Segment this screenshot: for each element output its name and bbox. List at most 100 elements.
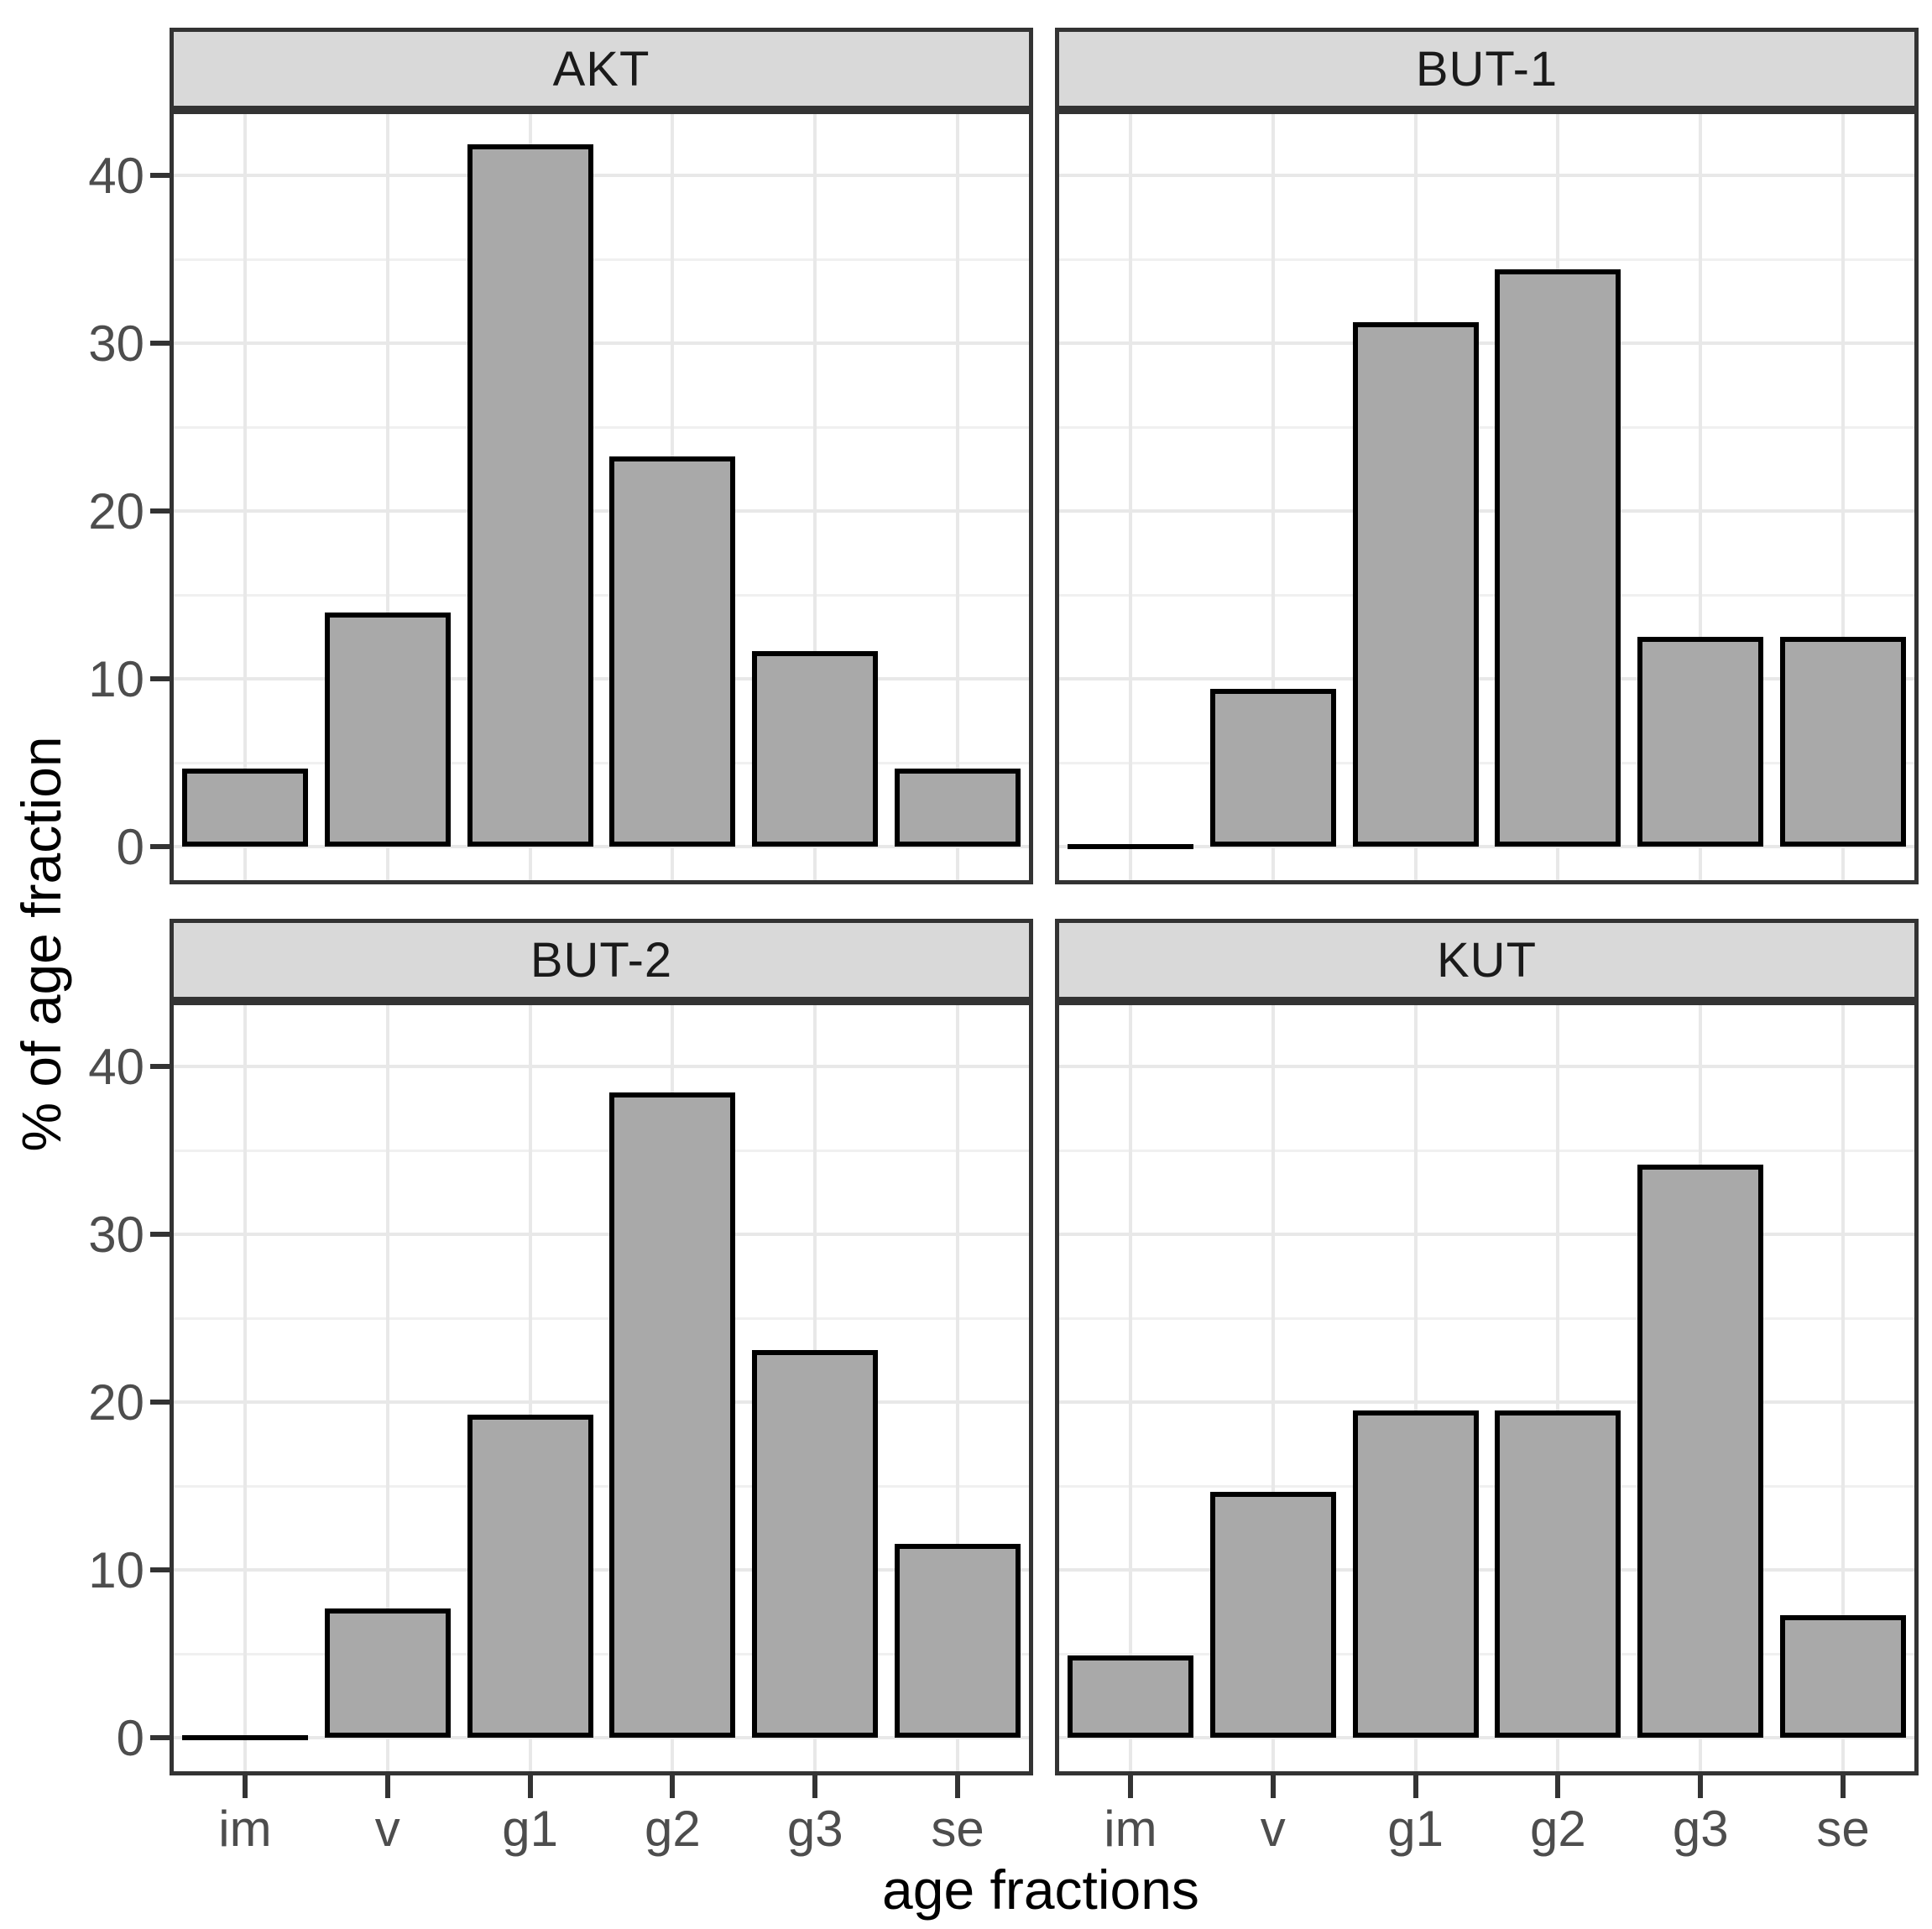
bar-v <box>324 613 451 847</box>
gridline-minor-h <box>174 258 1029 261</box>
bar-g1 <box>467 144 593 847</box>
bar-v <box>1209 1492 1336 1738</box>
gridline-major-v <box>1413 1005 1418 1771</box>
x-tick-label: se <box>1816 1801 1870 1857</box>
facet-strip: AKT <box>170 28 1033 114</box>
y-tick-label: 0 <box>116 819 144 875</box>
bar-v <box>324 1608 451 1738</box>
y-tick-mark <box>150 1232 173 1237</box>
bar-g1 <box>1352 1410 1479 1738</box>
gridline-major-v <box>385 1005 389 1771</box>
x-tick-label: se <box>931 1801 984 1857</box>
gridline-major-h <box>1059 1568 1914 1572</box>
facet-strip: BUT-1 <box>1055 28 1919 114</box>
bar-g2 <box>1495 1410 1621 1738</box>
facet-strip-label: AKT <box>552 41 650 96</box>
gridline-minor-h <box>174 1652 1029 1655</box>
gridline-major-h <box>1059 174 1914 177</box>
gridline-major-v <box>385 114 389 880</box>
x-tick-label: g2 <box>1530 1801 1586 1857</box>
facet-strip: BUT-2 <box>170 919 1033 1005</box>
x-tick-mark <box>1127 1775 1133 1798</box>
gridline-minor-h <box>174 593 1029 597</box>
gridline-major-v <box>1841 1005 1846 1771</box>
gridline-major-h <box>1059 1065 1914 1068</box>
x-tick-mark <box>384 1775 390 1798</box>
x-tick-label: g1 <box>1387 1801 1444 1857</box>
gridline-major-v <box>1271 1005 1275 1771</box>
gridline-minor-h <box>174 1149 1029 1152</box>
facet-strip-label: BUT-2 <box>530 932 673 988</box>
gridline-major-h <box>1059 509 1914 513</box>
gridline-major-v <box>1556 1005 1560 1771</box>
y-tick-mark <box>150 508 173 514</box>
gridline-major-v <box>1841 114 1846 880</box>
gridline-major-v <box>243 114 247 880</box>
y-tick-label: 40 <box>88 148 144 204</box>
bar-se <box>895 1544 1021 1738</box>
gridline-major-v <box>956 114 960 880</box>
gridline-major-v <box>1271 114 1275 880</box>
facet-panel-BUT-2 <box>170 1005 1033 1775</box>
x-tick-label: v <box>374 1801 400 1857</box>
x-tick-label: g3 <box>786 1801 843 1857</box>
gridline-major-v <box>1128 1005 1132 1771</box>
facet-strip: KUT <box>1055 919 1919 1005</box>
gridline-minor-h <box>174 1484 1029 1488</box>
x-axis-title: age fractions <box>882 1859 1199 1921</box>
gridline-major-v <box>1699 114 1703 880</box>
gridline-minor-h <box>1059 258 1914 261</box>
bar-im <box>181 769 308 847</box>
x-tick-mark <box>242 1775 248 1798</box>
bar-im <box>1067 844 1193 849</box>
bar-se <box>1780 637 1907 847</box>
y-axis-title: % of age fraction <box>10 736 72 1152</box>
x-tick-mark <box>1555 1775 1561 1798</box>
facet-strip-label: KUT <box>1437 932 1537 988</box>
x-tick-mark <box>812 1775 818 1798</box>
x-tick-mark <box>1698 1775 1704 1798</box>
bar-v <box>1209 689 1336 847</box>
y-tick-label: 20 <box>88 483 144 540</box>
x-tick-mark <box>1841 1775 1846 1798</box>
gridline-major-h <box>174 509 1029 513</box>
y-tick-label: 10 <box>88 651 144 707</box>
y-tick-label: 0 <box>116 1710 144 1766</box>
y-tick-mark <box>150 1567 173 1572</box>
gridline-major-h <box>174 1568 1029 1572</box>
x-tick-label: g2 <box>645 1801 701 1857</box>
gridline-major-h <box>174 1400 1029 1404</box>
y-tick-label: 20 <box>88 1374 144 1431</box>
x-tick-label: g3 <box>1672 1801 1729 1857</box>
x-tick-label: im <box>1104 1801 1157 1857</box>
x-tick-mark <box>1412 1775 1418 1798</box>
gridline-minor-h <box>174 761 1029 764</box>
gridline-minor-h <box>1059 1652 1914 1655</box>
bar-g2 <box>609 456 736 847</box>
y-tick-label: 10 <box>88 1542 144 1598</box>
gridline-major-h <box>174 1233 1029 1236</box>
gridline-major-h <box>174 845 1029 848</box>
y-tick-mark <box>150 1064 173 1069</box>
gridline-major-h <box>1059 1736 1914 1739</box>
bar-im <box>1067 1655 1193 1738</box>
gridline-major-v <box>1128 114 1132 880</box>
gridline-major-h <box>174 1065 1029 1068</box>
bar-g3 <box>752 651 879 847</box>
y-tick-mark <box>150 1735 173 1740</box>
gridline-major-h <box>1059 1400 1914 1404</box>
gridline-major-h <box>174 341 1029 345</box>
bar-se <box>895 769 1021 847</box>
y-tick-label: 30 <box>88 1207 144 1263</box>
bar-se <box>1780 1615 1907 1738</box>
gridline-major-h <box>1059 1233 1914 1236</box>
facet-panel-AKT <box>170 114 1033 884</box>
y-tick-mark <box>150 1400 173 1405</box>
y-tick-label: 30 <box>88 315 144 372</box>
x-tick-label: im <box>218 1801 272 1857</box>
y-tick-mark <box>150 676 173 681</box>
gridline-major-v <box>956 1005 960 1771</box>
bar-g2 <box>1495 269 1621 847</box>
y-tick-mark <box>150 173 173 178</box>
